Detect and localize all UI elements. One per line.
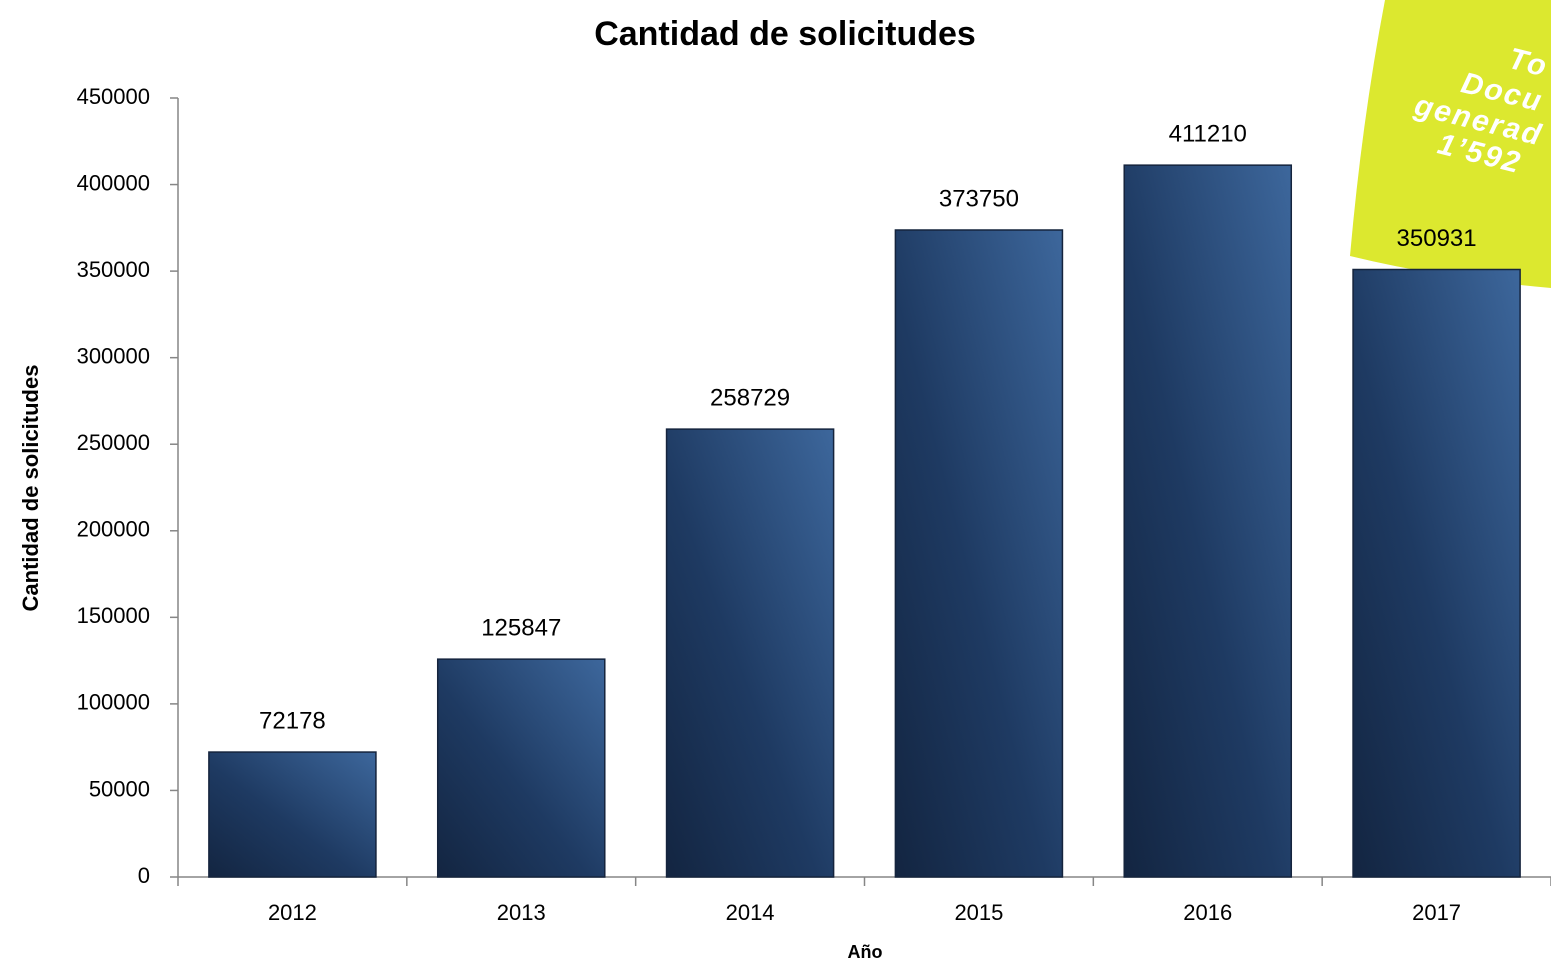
data-label: 411210 — [1169, 120, 1247, 147]
x-tick-label: 2015 — [954, 900, 1003, 925]
x-tick-label: 2012 — [268, 900, 317, 925]
bar — [1123, 164, 1293, 878]
bar — [665, 428, 835, 878]
y-tick-label: 400000 — [77, 170, 150, 195]
x-tick-label: 2014 — [726, 900, 775, 925]
chart-title: Cantidad de solicitudes — [594, 15, 976, 53]
bar — [436, 658, 606, 878]
y-tick-label: 300000 — [77, 343, 150, 368]
data-label: 373750 — [939, 185, 1019, 212]
x-axis-title: Año — [848, 942, 883, 962]
y-tick-label: 250000 — [77, 430, 150, 455]
data-label: 258729 — [710, 384, 790, 411]
data-label: 125847 — [481, 614, 561, 641]
bar — [1352, 268, 1521, 878]
y-tick-label: 150000 — [77, 603, 150, 628]
bar — [208, 751, 377, 878]
y-tick-label: 0 — [138, 863, 150, 888]
y-axis-title: Cantidad de solicitudes — [18, 365, 43, 612]
y-tick-label: 100000 — [77, 690, 150, 715]
y-tick-label: 350000 — [77, 257, 150, 282]
y-tick-label: 200000 — [77, 517, 150, 542]
y-tick-label: 450000 — [77, 84, 150, 109]
data-label: 350931 — [1397, 225, 1477, 252]
bar — [894, 229, 1064, 878]
annotation-shape — [1350, 0, 1551, 288]
y-tick-label: 50000 — [89, 776, 150, 801]
x-tick-label: 2013 — [497, 900, 546, 925]
x-tick-label: 2017 — [1412, 900, 1461, 925]
data-label: 72178 — [259, 707, 326, 734]
x-tick-label: 2016 — [1183, 900, 1232, 925]
